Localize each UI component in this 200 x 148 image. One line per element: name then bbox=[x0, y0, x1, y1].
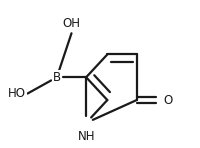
Text: OH: OH bbox=[62, 17, 80, 30]
Text: HO: HO bbox=[8, 87, 26, 100]
Text: NH: NH bbox=[77, 130, 95, 143]
Text: B: B bbox=[53, 71, 61, 84]
Text: O: O bbox=[164, 94, 173, 107]
